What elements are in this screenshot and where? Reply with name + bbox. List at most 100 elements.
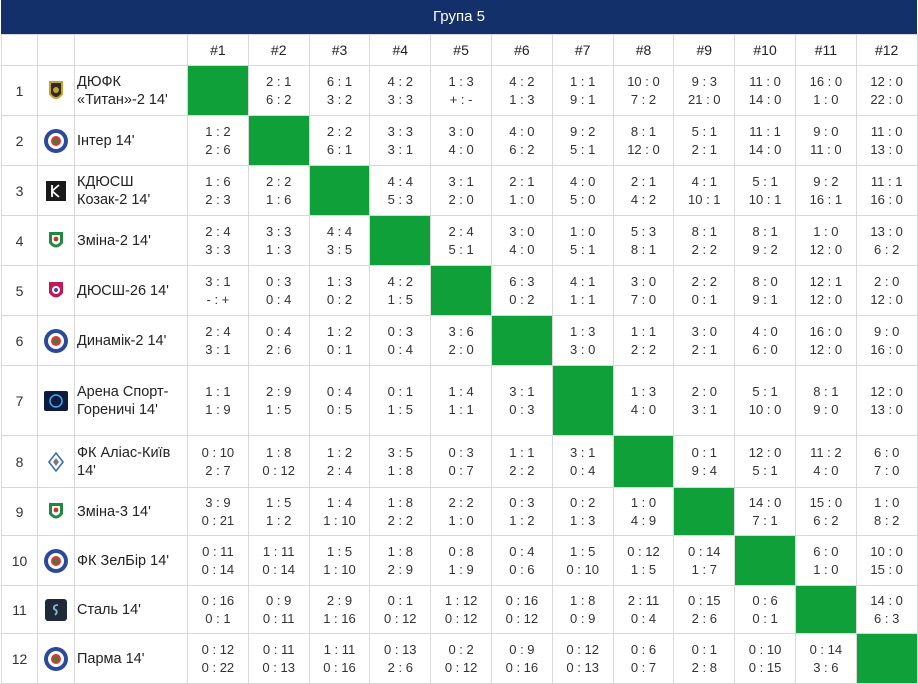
score-cell[interactable]: 1 : 3 4 : 0: [612, 365, 675, 436]
score-cell[interactable]: 4 : 2 1 : 3: [490, 65, 553, 116]
score-cell[interactable]: 0 : 8 1 : 9: [430, 535, 492, 586]
score-cell[interactable]: 0 : 12 0 : 22: [187, 633, 249, 684]
score-cell[interactable]: 1 : 1 2 : 2: [490, 435, 553, 488]
score-cell[interactable]: 1 : 3 + : -: [430, 65, 492, 116]
score-cell[interactable]: 0 : 6 0 : 7: [612, 633, 675, 684]
score-cell[interactable]: 2 : 0 12 : 0: [855, 265, 918, 316]
score-cell[interactable]: 9 : 2 5 : 1: [551, 115, 614, 166]
score-cell[interactable]: 0 : 4 0 : 6: [490, 535, 553, 586]
team-name[interactable]: Зміна-3 14': [74, 487, 188, 536]
score-cell[interactable]: 1 : 0 12 : 0: [794, 215, 857, 266]
score-cell[interactable]: 0 : 9 0 : 16: [490, 633, 553, 684]
score-cell[interactable]: 3 : 3 3 : 1: [369, 115, 432, 166]
team-name[interactable]: Інтер 14': [74, 115, 188, 166]
score-cell[interactable]: 1 : 6 2 : 3: [187, 165, 249, 216]
score-cell[interactable]: 0 : 2 0 : 12: [430, 633, 492, 684]
score-cell[interactable]: 1 : 5 1 : 10: [308, 535, 371, 586]
score-cell[interactable]: 0 : 12 1 : 5: [612, 535, 675, 586]
score-cell[interactable]: 0 : 3 0 : 7: [430, 435, 492, 488]
score-cell[interactable]: 4 : 4 3 : 5: [308, 215, 371, 266]
score-cell[interactable]: 6 : 3 0 : 2: [490, 265, 553, 316]
score-cell[interactable]: 3 : 6 2 : 0: [430, 315, 492, 366]
score-cell[interactable]: 1 : 3 3 : 0: [551, 315, 614, 366]
score-cell[interactable]: 1 : 11 0 : 16: [308, 633, 371, 684]
score-cell[interactable]: 1 : 0 4 : 9: [612, 487, 675, 536]
score-cell[interactable]: 1 : 5 1 : 2: [247, 487, 310, 536]
score-cell[interactable]: 4 : 1 10 : 1: [673, 165, 736, 216]
score-cell[interactable]: 3 : 3 1 : 3: [247, 215, 310, 266]
score-cell[interactable]: 6 : 0 1 : 0: [794, 535, 857, 586]
score-cell[interactable]: 2 : 0 3 : 1: [673, 365, 736, 436]
score-cell[interactable]: 8 : 1 2 : 2: [673, 215, 736, 266]
score-cell[interactable]: 1 : 1 9 : 1: [551, 65, 614, 116]
score-cell[interactable]: 0 : 6 0 : 1: [734, 585, 796, 634]
score-cell[interactable]: 13 : 0 6 : 2: [855, 215, 918, 266]
score-cell[interactable]: 1 : 2 2 : 6: [187, 115, 249, 166]
score-cell[interactable]: 0 : 4 2 : 6: [247, 315, 310, 366]
score-cell[interactable]: 12 : 1 12 : 0: [794, 265, 857, 316]
score-cell[interactable]: 1 : 3 0 : 2: [308, 265, 371, 316]
score-cell[interactable]: 0 : 10 2 : 7: [187, 435, 249, 488]
score-cell[interactable]: 0 : 12 0 : 13: [551, 633, 614, 684]
score-cell[interactable]: 1 : 5 0 : 10: [551, 535, 614, 586]
score-cell[interactable]: 0 : 3 1 : 2: [490, 487, 553, 536]
score-cell[interactable]: 0 : 15 2 : 6: [673, 585, 736, 634]
score-cell[interactable]: 0 : 3 0 : 4: [369, 315, 432, 366]
score-cell[interactable]: 14 : 0 6 : 3: [855, 585, 918, 634]
score-cell[interactable]: 1 : 1 1 : 9: [187, 365, 249, 436]
score-cell[interactable]: 2 : 2 1 : 6: [247, 165, 310, 216]
score-cell[interactable]: 3 : 0 7 : 0: [612, 265, 675, 316]
team-name[interactable]: ФК ЗелБір 14': [74, 535, 188, 586]
score-cell[interactable]: 4 : 4 5 : 3: [369, 165, 432, 216]
score-cell[interactable]: 0 : 16 0 : 12: [490, 585, 553, 634]
score-cell[interactable]: 12 : 0 5 : 1: [734, 435, 796, 488]
score-cell[interactable]: 10 : 0 7 : 2: [612, 65, 675, 116]
score-cell[interactable]: 11 : 1 14 : 0: [734, 115, 796, 166]
team-name[interactable]: Парма 14': [74, 633, 188, 684]
score-cell[interactable]: 2 : 9 1 : 16: [308, 585, 371, 634]
score-cell[interactable]: 0 : 1 2 : 8: [673, 633, 736, 684]
score-cell[interactable]: 6 : 1 3 : 2: [308, 65, 371, 116]
score-cell[interactable]: 1 : 12 0 : 12: [430, 585, 492, 634]
score-cell[interactable]: 8 : 1 12 : 0: [612, 115, 675, 166]
team-name[interactable]: Динамік-2 14': [74, 315, 188, 366]
score-cell[interactable]: 9 : 2 16 : 1: [794, 165, 857, 216]
score-cell[interactable]: 1 : 0 8 : 2: [855, 487, 918, 536]
score-cell[interactable]: 2 : 4 5 : 1: [430, 215, 492, 266]
team-name[interactable]: ДЮСШ-26 14': [74, 265, 188, 316]
score-cell[interactable]: 4 : 0 5 : 0: [551, 165, 614, 216]
score-cell[interactable]: 1 : 4 1 : 10: [308, 487, 371, 536]
score-cell[interactable]: 1 : 0 5 : 1: [551, 215, 614, 266]
score-cell[interactable]: 5 : 1 10 : 1: [734, 165, 796, 216]
score-cell[interactable]: 0 : 10 0 : 15: [734, 633, 796, 684]
score-cell[interactable]: 9 : 0 16 : 0: [855, 315, 918, 366]
score-cell[interactable]: 2 : 2 6 : 1: [308, 115, 371, 166]
score-cell[interactable]: 2 : 4 3 : 3: [187, 215, 249, 266]
score-cell[interactable]: 11 : 1 16 : 0: [855, 165, 918, 216]
score-cell[interactable]: 3 : 1 2 : 0: [430, 165, 492, 216]
score-cell[interactable]: 2 : 9 1 : 5: [247, 365, 310, 436]
score-cell[interactable]: 16 : 0 12 : 0: [794, 315, 857, 366]
score-cell[interactable]: 1 : 4 1 : 1: [430, 365, 492, 436]
score-cell[interactable]: 3 : 1 0 : 3: [490, 365, 553, 436]
score-cell[interactable]: 3 : 1 0 : 4: [551, 435, 614, 488]
score-cell[interactable]: 2 : 11 0 : 4: [612, 585, 675, 634]
score-cell[interactable]: 4 : 2 3 : 3: [369, 65, 432, 116]
score-cell[interactable]: 14 : 0 7 : 1: [734, 487, 796, 536]
score-cell[interactable]: 0 : 3 0 : 4: [247, 265, 310, 316]
score-cell[interactable]: 0 : 1 1 : 5: [369, 365, 432, 436]
score-cell[interactable]: 0 : 11 0 : 13: [247, 633, 310, 684]
score-cell[interactable]: 0 : 14 1 : 7: [673, 535, 736, 586]
score-cell[interactable]: 3 : 1 - : +: [187, 265, 249, 316]
team-name[interactable]: КДЮСШ Козак-2 14': [74, 165, 188, 216]
score-cell[interactable]: 3 : 0 2 : 1: [673, 315, 736, 366]
score-cell[interactable]: 5 : 1 2 : 1: [673, 115, 736, 166]
score-cell[interactable]: 0 : 1 0 : 12: [369, 585, 432, 634]
score-cell[interactable]: 3 : 0 4 : 0: [430, 115, 492, 166]
score-cell[interactable]: 0 : 16 0 : 1: [187, 585, 249, 634]
score-cell[interactable]: 4 : 2 1 : 5: [369, 265, 432, 316]
team-name[interactable]: ДЮФК «Титан»-2 14': [74, 65, 188, 116]
score-cell[interactable]: 1 : 2 0 : 1: [308, 315, 371, 366]
team-name[interactable]: Сталь 14': [74, 585, 188, 634]
score-cell[interactable]: 1 : 1 2 : 2: [612, 315, 675, 366]
